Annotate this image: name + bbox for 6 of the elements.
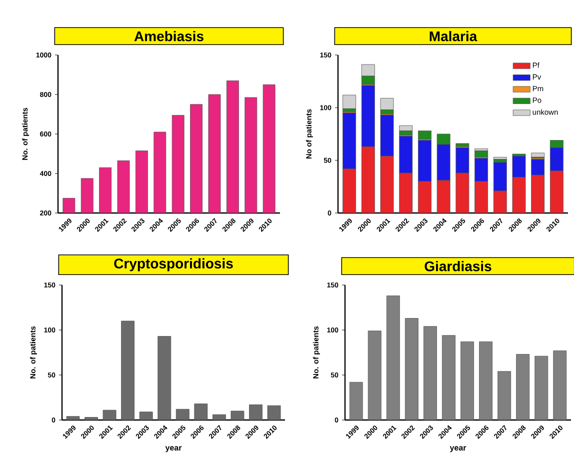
x-axis-title: year	[450, 446, 466, 452]
chart-title: Malaria	[430, 30, 478, 42]
x-axis-title: year	[165, 446, 182, 452]
chart-title: Cryptosporidiosis	[114, 258, 233, 272]
chart-title: Giardiasis	[424, 260, 492, 272]
chart-title: Amebiasis	[134, 30, 204, 42]
